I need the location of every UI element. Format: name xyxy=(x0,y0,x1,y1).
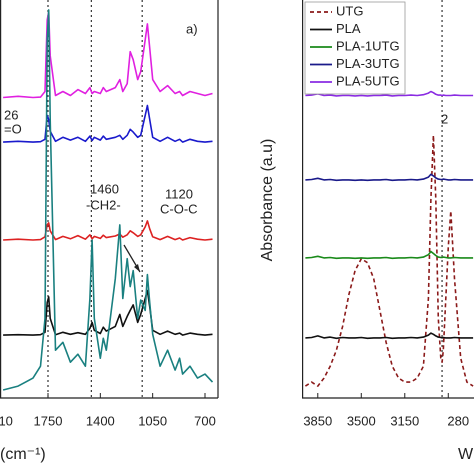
spectrum-line xyxy=(305,90,474,97)
legend-label: PLA-1UTG xyxy=(336,38,400,53)
legend-label: PLA-3UTG xyxy=(336,56,400,71)
x-axis-label: W xyxy=(458,446,474,463)
spectrum-line xyxy=(3,289,213,336)
spectrum-line xyxy=(305,173,474,182)
annotation: 26 xyxy=(4,107,18,122)
annotation: 2 xyxy=(441,111,448,126)
panel: 10 1750 1400 1050 700 a) 26=O 1460-CH2- 1120C-O-… xyxy=(0,0,219,463)
annotation: C-O-C xyxy=(160,201,198,216)
annotation: 1120 xyxy=(165,186,193,201)
legend-box xyxy=(304,1,406,95)
spectrum-line xyxy=(3,104,213,143)
annotation: =O xyxy=(4,121,22,136)
annotation: -CH2- xyxy=(86,197,121,212)
x-tick-label: 1750 xyxy=(34,413,63,428)
spectrum-line xyxy=(3,220,213,241)
x-tick-label: 700 xyxy=(194,413,216,428)
x-tick-label: 3500 xyxy=(347,413,376,428)
x-tick-label: 10 xyxy=(0,413,13,428)
x-tick-label: 280 xyxy=(447,413,469,428)
x-tick-label: 3150 xyxy=(390,413,419,428)
panel: 3850 3500 3150 280 2 W Absorbance (a.u) UTG PLA P… xyxy=(259,0,474,463)
arrowhead xyxy=(134,264,140,272)
y-axis-label: Absorbance (a.u) xyxy=(259,139,276,262)
x-tick-label: 1400 xyxy=(86,413,115,428)
legend-label: PLA-5UTG xyxy=(336,73,400,88)
spectrum-line xyxy=(305,332,474,340)
spectrum-line xyxy=(3,11,213,99)
spectrum-line xyxy=(304,134,474,387)
x-tick-label: 3850 xyxy=(303,413,332,428)
x-axis-label: (cm⁻¹) xyxy=(0,446,46,463)
spectrum-line xyxy=(2,9,214,391)
annotation: a) xyxy=(186,21,198,36)
legend-label: UTG xyxy=(336,3,363,18)
annotation: 1460 xyxy=(90,181,119,196)
spectrum-line xyxy=(305,250,474,260)
legend-label: PLA xyxy=(336,21,361,36)
x-tick-label: 1050 xyxy=(138,413,167,428)
